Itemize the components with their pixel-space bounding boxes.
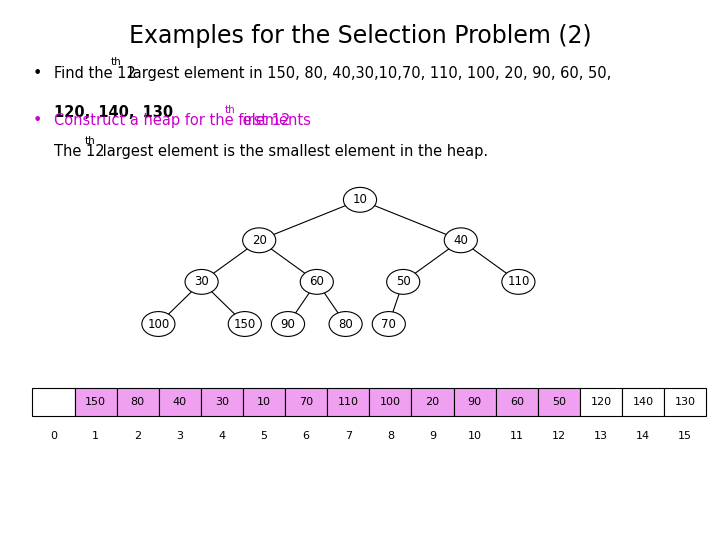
FancyBboxPatch shape: [159, 388, 201, 416]
Text: 40: 40: [454, 234, 468, 247]
Text: 13: 13: [594, 431, 608, 441]
FancyBboxPatch shape: [454, 388, 496, 416]
Text: 100: 100: [380, 397, 401, 407]
Text: Find the 12: Find the 12: [54, 66, 136, 81]
Text: elements: elements: [238, 113, 311, 129]
Text: 130: 130: [675, 397, 696, 407]
FancyBboxPatch shape: [327, 388, 369, 416]
Text: largest element in 150, 80, 40,30,10,70, 110, 100, 20, 90, 60, 50,: largest element in 150, 80, 40,30,10,70,…: [124, 66, 611, 81]
Circle shape: [329, 312, 362, 336]
Text: 100: 100: [148, 318, 169, 330]
Text: 10: 10: [257, 397, 271, 407]
FancyBboxPatch shape: [75, 388, 117, 416]
Text: 12: 12: [552, 431, 566, 441]
Text: 10: 10: [468, 431, 482, 441]
FancyBboxPatch shape: [243, 388, 285, 416]
Text: largest element is the smallest element in the heap.: largest element is the smallest element …: [98, 144, 488, 159]
Text: 14: 14: [636, 431, 650, 441]
Text: 80: 80: [130, 397, 145, 407]
FancyBboxPatch shape: [538, 388, 580, 416]
FancyBboxPatch shape: [32, 388, 75, 416]
Text: 30: 30: [215, 397, 229, 407]
FancyBboxPatch shape: [412, 388, 454, 416]
Circle shape: [271, 312, 305, 336]
Text: 3: 3: [176, 431, 184, 441]
Text: 20: 20: [426, 397, 440, 407]
Text: Examples for the Selection Problem (2): Examples for the Selection Problem (2): [129, 24, 591, 48]
Text: 60: 60: [310, 275, 324, 288]
Text: 0: 0: [50, 431, 57, 441]
Text: •: •: [32, 66, 42, 81]
Circle shape: [387, 269, 420, 294]
Text: 90: 90: [281, 318, 295, 330]
Circle shape: [444, 228, 477, 253]
Text: 80: 80: [338, 318, 353, 330]
Text: 140: 140: [633, 397, 654, 407]
Text: The 12: The 12: [54, 144, 104, 159]
Text: th: th: [85, 136, 96, 146]
Text: th: th: [111, 57, 122, 68]
Text: 11: 11: [510, 431, 523, 441]
Text: 9: 9: [429, 431, 436, 441]
Text: 90: 90: [467, 397, 482, 407]
FancyBboxPatch shape: [665, 388, 706, 416]
Circle shape: [343, 187, 377, 212]
Text: 150: 150: [234, 318, 256, 330]
Text: 5: 5: [261, 431, 268, 441]
Text: 120,  140,  130: 120, 140, 130: [54, 105, 173, 120]
FancyBboxPatch shape: [117, 388, 158, 416]
Text: 150: 150: [85, 397, 106, 407]
Circle shape: [243, 228, 276, 253]
FancyBboxPatch shape: [622, 388, 665, 416]
FancyBboxPatch shape: [201, 388, 243, 416]
Text: 20: 20: [252, 234, 266, 247]
Text: Construct a heap for the first 12: Construct a heap for the first 12: [54, 113, 290, 129]
Text: 120: 120: [590, 397, 611, 407]
Text: 30: 30: [194, 275, 209, 288]
FancyBboxPatch shape: [369, 388, 412, 416]
Text: 8: 8: [387, 431, 394, 441]
Circle shape: [300, 269, 333, 294]
Circle shape: [228, 312, 261, 336]
Text: 6: 6: [302, 431, 310, 441]
Text: 70: 70: [382, 318, 396, 330]
Text: 4: 4: [218, 431, 225, 441]
Text: 7: 7: [345, 431, 352, 441]
Text: 60: 60: [510, 397, 523, 407]
Text: 70: 70: [299, 397, 313, 407]
FancyBboxPatch shape: [285, 388, 327, 416]
Circle shape: [185, 269, 218, 294]
Circle shape: [502, 269, 535, 294]
Text: 50: 50: [396, 275, 410, 288]
FancyBboxPatch shape: [496, 388, 538, 416]
Text: th: th: [225, 105, 236, 115]
Text: 40: 40: [173, 397, 187, 407]
Text: 10: 10: [353, 193, 367, 206]
Text: 2: 2: [134, 431, 141, 441]
Circle shape: [372, 312, 405, 336]
Text: 15: 15: [678, 431, 692, 441]
Circle shape: [142, 312, 175, 336]
Text: 1: 1: [92, 431, 99, 441]
Text: •: •: [32, 113, 42, 129]
Text: 110: 110: [507, 275, 530, 288]
Text: 110: 110: [338, 397, 359, 407]
FancyBboxPatch shape: [580, 388, 622, 416]
Text: 50: 50: [552, 397, 566, 407]
